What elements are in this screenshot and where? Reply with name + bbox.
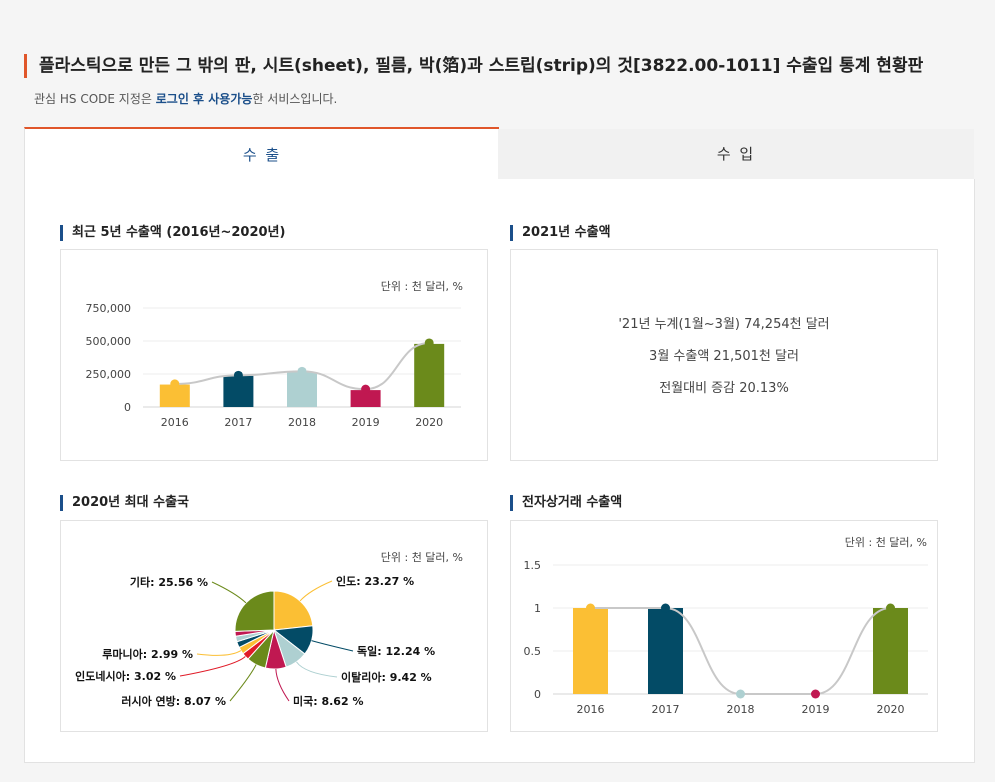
recent5-trend-point	[170, 379, 180, 389]
pie-slice	[234, 590, 275, 632]
recent5-ytick-label: 0	[124, 401, 131, 414]
ecommerce-ytick-label: 0.5	[524, 645, 542, 658]
ecommerce-trend-point	[736, 689, 745, 699]
ecommerce-ytick-label: 1.5	[524, 559, 542, 572]
ecommerce-unit: 단위 : 천 달러, %	[844, 536, 927, 549]
ecommerce-trend-point	[811, 689, 820, 699]
pie-connector	[179, 656, 246, 677]
recent5-bar	[414, 343, 445, 407]
y2021-panel: '21년 누계(1월~3월) 74,254천 달러 3월 수출액 21,501천…	[510, 249, 938, 461]
ecommerce-xtick-label: 2018	[727, 703, 755, 716]
ecommerce-trend-point	[586, 603, 595, 613]
ecommerce-ytick-label: 0	[534, 688, 541, 701]
recent5-ytick-label: 750,000	[86, 302, 132, 315]
top2020-title: 2020년 최대 수출국	[60, 495, 189, 511]
top2020-pie-chart: 인도: 23.27 % 독일: 12.24 % 이탈리아: 9.42 % 미국: 8.…	[75, 574, 435, 708]
recent5-title: 최근 5년 수출액 (2016년~2020년)	[60, 225, 285, 241]
ecommerce-xtick-label: 2019	[802, 703, 830, 716]
recent5-bar	[350, 390, 381, 407]
recent5-xtick-label: 2020	[415, 416, 443, 429]
pie-connector	[296, 661, 338, 678]
tab-content: 최근 5년 수출액 (2016년~2020년) 단위 : 천 달러, % 750…	[24, 179, 975, 763]
ecommerce-bar	[873, 608, 908, 694]
recent5-trend-point	[297, 366, 307, 376]
ecommerce-trend-point	[886, 603, 895, 613]
ecommerce-xtick-label: 2016	[577, 703, 605, 716]
pie-connector	[275, 668, 290, 702]
pie-label: 인도: 23.27 %	[336, 574, 414, 588]
recent5-trend-point	[233, 370, 243, 380]
subtitle-text: 관심 HS CODE 지정은	[34, 92, 156, 106]
ecommerce-chart: 1.5 1 0.5 0 2016 2017 2018 2019 2020	[524, 559, 928, 716]
pie-label: 미국: 8.62 %	[293, 694, 363, 708]
recent5-trend-point	[424, 338, 434, 348]
ecommerce-title: 전자상거래 수출액	[510, 495, 622, 511]
pie-connector	[196, 650, 242, 656]
recent5-ytick-label: 500,000	[86, 335, 132, 348]
ecommerce-bar	[573, 608, 608, 694]
tab-export[interactable]: 수 출	[24, 127, 499, 181]
page-subtitle: 관심 HS CODE 지정은 로그인 후 사용가능한 서비스입니다.	[34, 90, 337, 107]
pie-label: 러시아 연방: 8.07 %	[121, 694, 226, 708]
recent5-trend-point	[361, 384, 371, 394]
subtitle-text-end: 한 서비스입니다.	[252, 92, 338, 106]
pie-label: 인도네시아: 3.02 %	[75, 669, 176, 683]
recent5-chart: 750,000 500,000 250,000 0 2016 2017 2018 2019 20…	[86, 302, 461, 429]
pie-label: 이탈리아: 9.42 %	[341, 670, 432, 684]
y2021-change: 전월대비 증감 20.13%	[659, 381, 789, 396]
ecommerce-ytick-label: 1	[534, 602, 541, 615]
ecommerce-xtick-label: 2020	[877, 703, 905, 716]
recent5-bar	[159, 384, 190, 407]
tab-import[interactable]: 수 입	[498, 129, 974, 180]
top2020-unit: 단위 : 천 달러, %	[380, 551, 463, 564]
recent5-xtick-label: 2019	[352, 416, 380, 429]
pie-label: 독일: 12.24 %	[357, 644, 435, 658]
top2020-panel: 단위 : 천 달러, % 인도: 23.27 % 독일: 12.24 % 이탈리아:…	[60, 520, 488, 732]
ecommerce-bar	[648, 608, 683, 694]
recent5-xtick-label: 2016	[161, 416, 189, 429]
ecommerce-xtick-label: 2017	[652, 703, 680, 716]
recent5-xtick-label: 2018	[288, 416, 316, 429]
recent5-bar	[223, 375, 254, 407]
pie-label: 기타: 25.56 %	[130, 575, 208, 589]
ecommerce-trend-point	[661, 603, 670, 613]
pie-connector	[311, 640, 354, 652]
y2021-cumulative: '21년 누계(1월~3월) 74,254천 달러	[618, 317, 830, 332]
recent5-bar	[287, 372, 317, 407]
y2021-month: 3월 수출액 21,501천 달러	[649, 349, 799, 364]
y2021-title: 2021년 수출액	[510, 225, 611, 241]
recent5-unit: 단위 : 천 달러, %	[380, 280, 463, 293]
ecommerce-panel: 단위 : 천 달러, % 1.5 1 0.5 0 2016 2017 2018 2019 202…	[510, 520, 938, 732]
recent5-panel: 단위 : 천 달러, % 750,000 500,000 250,000 0 2016 2…	[60, 249, 488, 461]
pie-connector	[299, 580, 333, 602]
recent5-ytick-label: 250,000	[86, 368, 132, 381]
pie-connector	[211, 581, 247, 604]
page-title: 플라스틱으로 만든 그 밖의 판, 시트(sheet), 필름, 박(箔)과 스…	[24, 54, 923, 78]
tab-bar: 수 출 수 입	[24, 127, 974, 181]
login-required-text: 로그인 후 사용가능	[155, 92, 253, 106]
pie-slice	[273, 590, 314, 631]
pie-label: 루마니아: 2.99 %	[102, 647, 193, 661]
pie-connector	[229, 664, 257, 702]
recent5-xtick-label: 2017	[224, 416, 252, 429]
